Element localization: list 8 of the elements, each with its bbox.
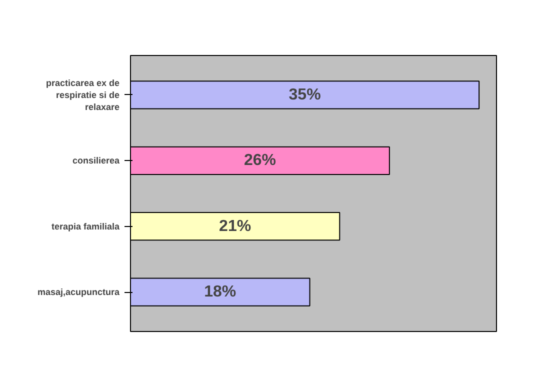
data-label: 26% bbox=[244, 152, 276, 170]
y-tick-label: terapia familiala bbox=[51, 221, 120, 232]
y-tick-label: practicarea ex de respiratie si de relaxare bbox=[46, 78, 120, 112]
y-tick-label: consilierea bbox=[72, 156, 120, 166]
y-tick-label: masaj,acupunctura bbox=[37, 287, 120, 298]
data-label: 21% bbox=[219, 218, 252, 235]
data-label: 35% bbox=[288, 86, 321, 104]
data-label: 18% bbox=[204, 284, 236, 301]
